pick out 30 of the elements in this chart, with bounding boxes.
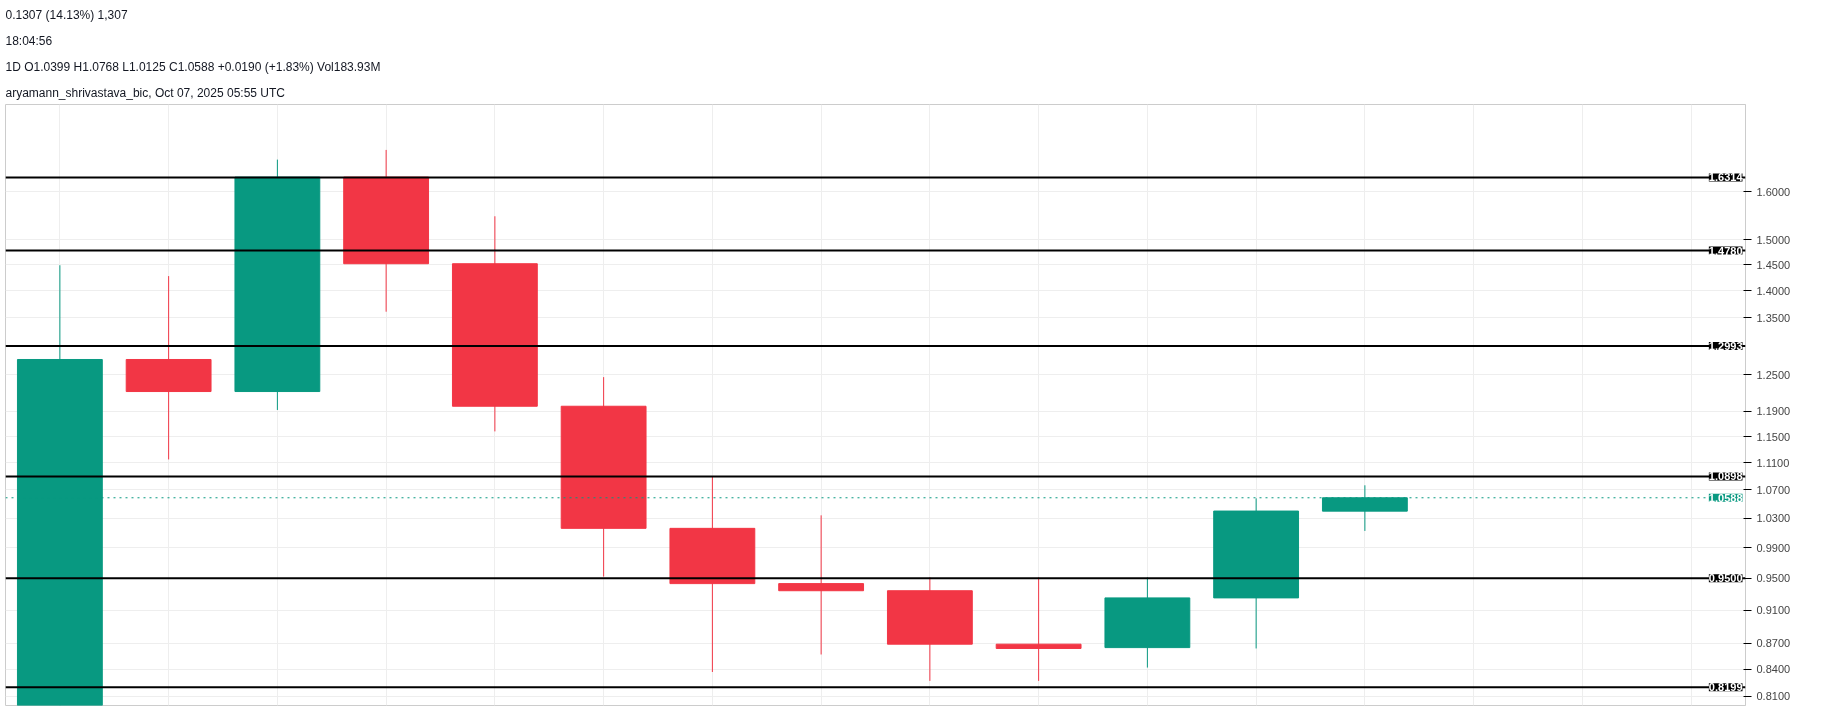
text: aryamann_shrivastava_bic, Oct 07, 2025 05:55 UTC — [5, 85, 286, 100]
y-tick-label: 1.6000 — [1756, 185, 1791, 198]
candlestick — [995, 576, 1082, 682]
y-tick-label: 1.4500 — [1756, 258, 1791, 271]
y-tick-label: 1.1500 — [1756, 430, 1791, 443]
ref-line-label: 1.6314 — [1708, 171, 1744, 184]
y-tick-label: 0.8700 — [1756, 637, 1791, 650]
candlestick — [778, 514, 865, 655]
text: 1D O1.0399 H1.0768 L1.0125 C1.0588 +0.0190 (+1.83%) Vol183.93M — [5, 59, 381, 74]
y-tick-label: 1.2500 — [1756, 368, 1791, 381]
ref-line-label: 1.2993 — [1708, 340, 1743, 353]
y-tick-label: 1.1100 — [1756, 456, 1790, 469]
y-tick-label: 1.0700 — [1756, 483, 1791, 496]
ref-line-label: 1.4780 — [1708, 244, 1743, 257]
y-tick-label: 1.0300 — [1756, 512, 1791, 525]
text: 0.1307 (14.13%) 1,307 — [5, 7, 128, 22]
y-tick-label: 1.1900 — [1756, 405, 1791, 418]
y-tick-label: 0.8100 — [1756, 690, 1791, 703]
y-tick-label: 1.4000 — [1756, 284, 1791, 297]
y-tick-label: 1.5000 — [1756, 233, 1791, 246]
text: 18:04:56 — [5, 33, 53, 48]
ref-line-label: 1.0898 — [1708, 470, 1743, 483]
ref-line-label: 0.9500 — [1708, 572, 1743, 585]
ref-line-label: 0.8199 — [1708, 681, 1743, 694]
y-tick-label: 1.3500 — [1756, 311, 1791, 324]
ref-line-label: 1.0588 — [1708, 491, 1743, 504]
y-tick-label: 0.9500 — [1756, 572, 1791, 585]
y-tick-label: 0.9900 — [1756, 541, 1791, 554]
y-tick-label: 0.9100 — [1756, 604, 1791, 617]
y-tick-label: 0.8400 — [1756, 663, 1791, 676]
